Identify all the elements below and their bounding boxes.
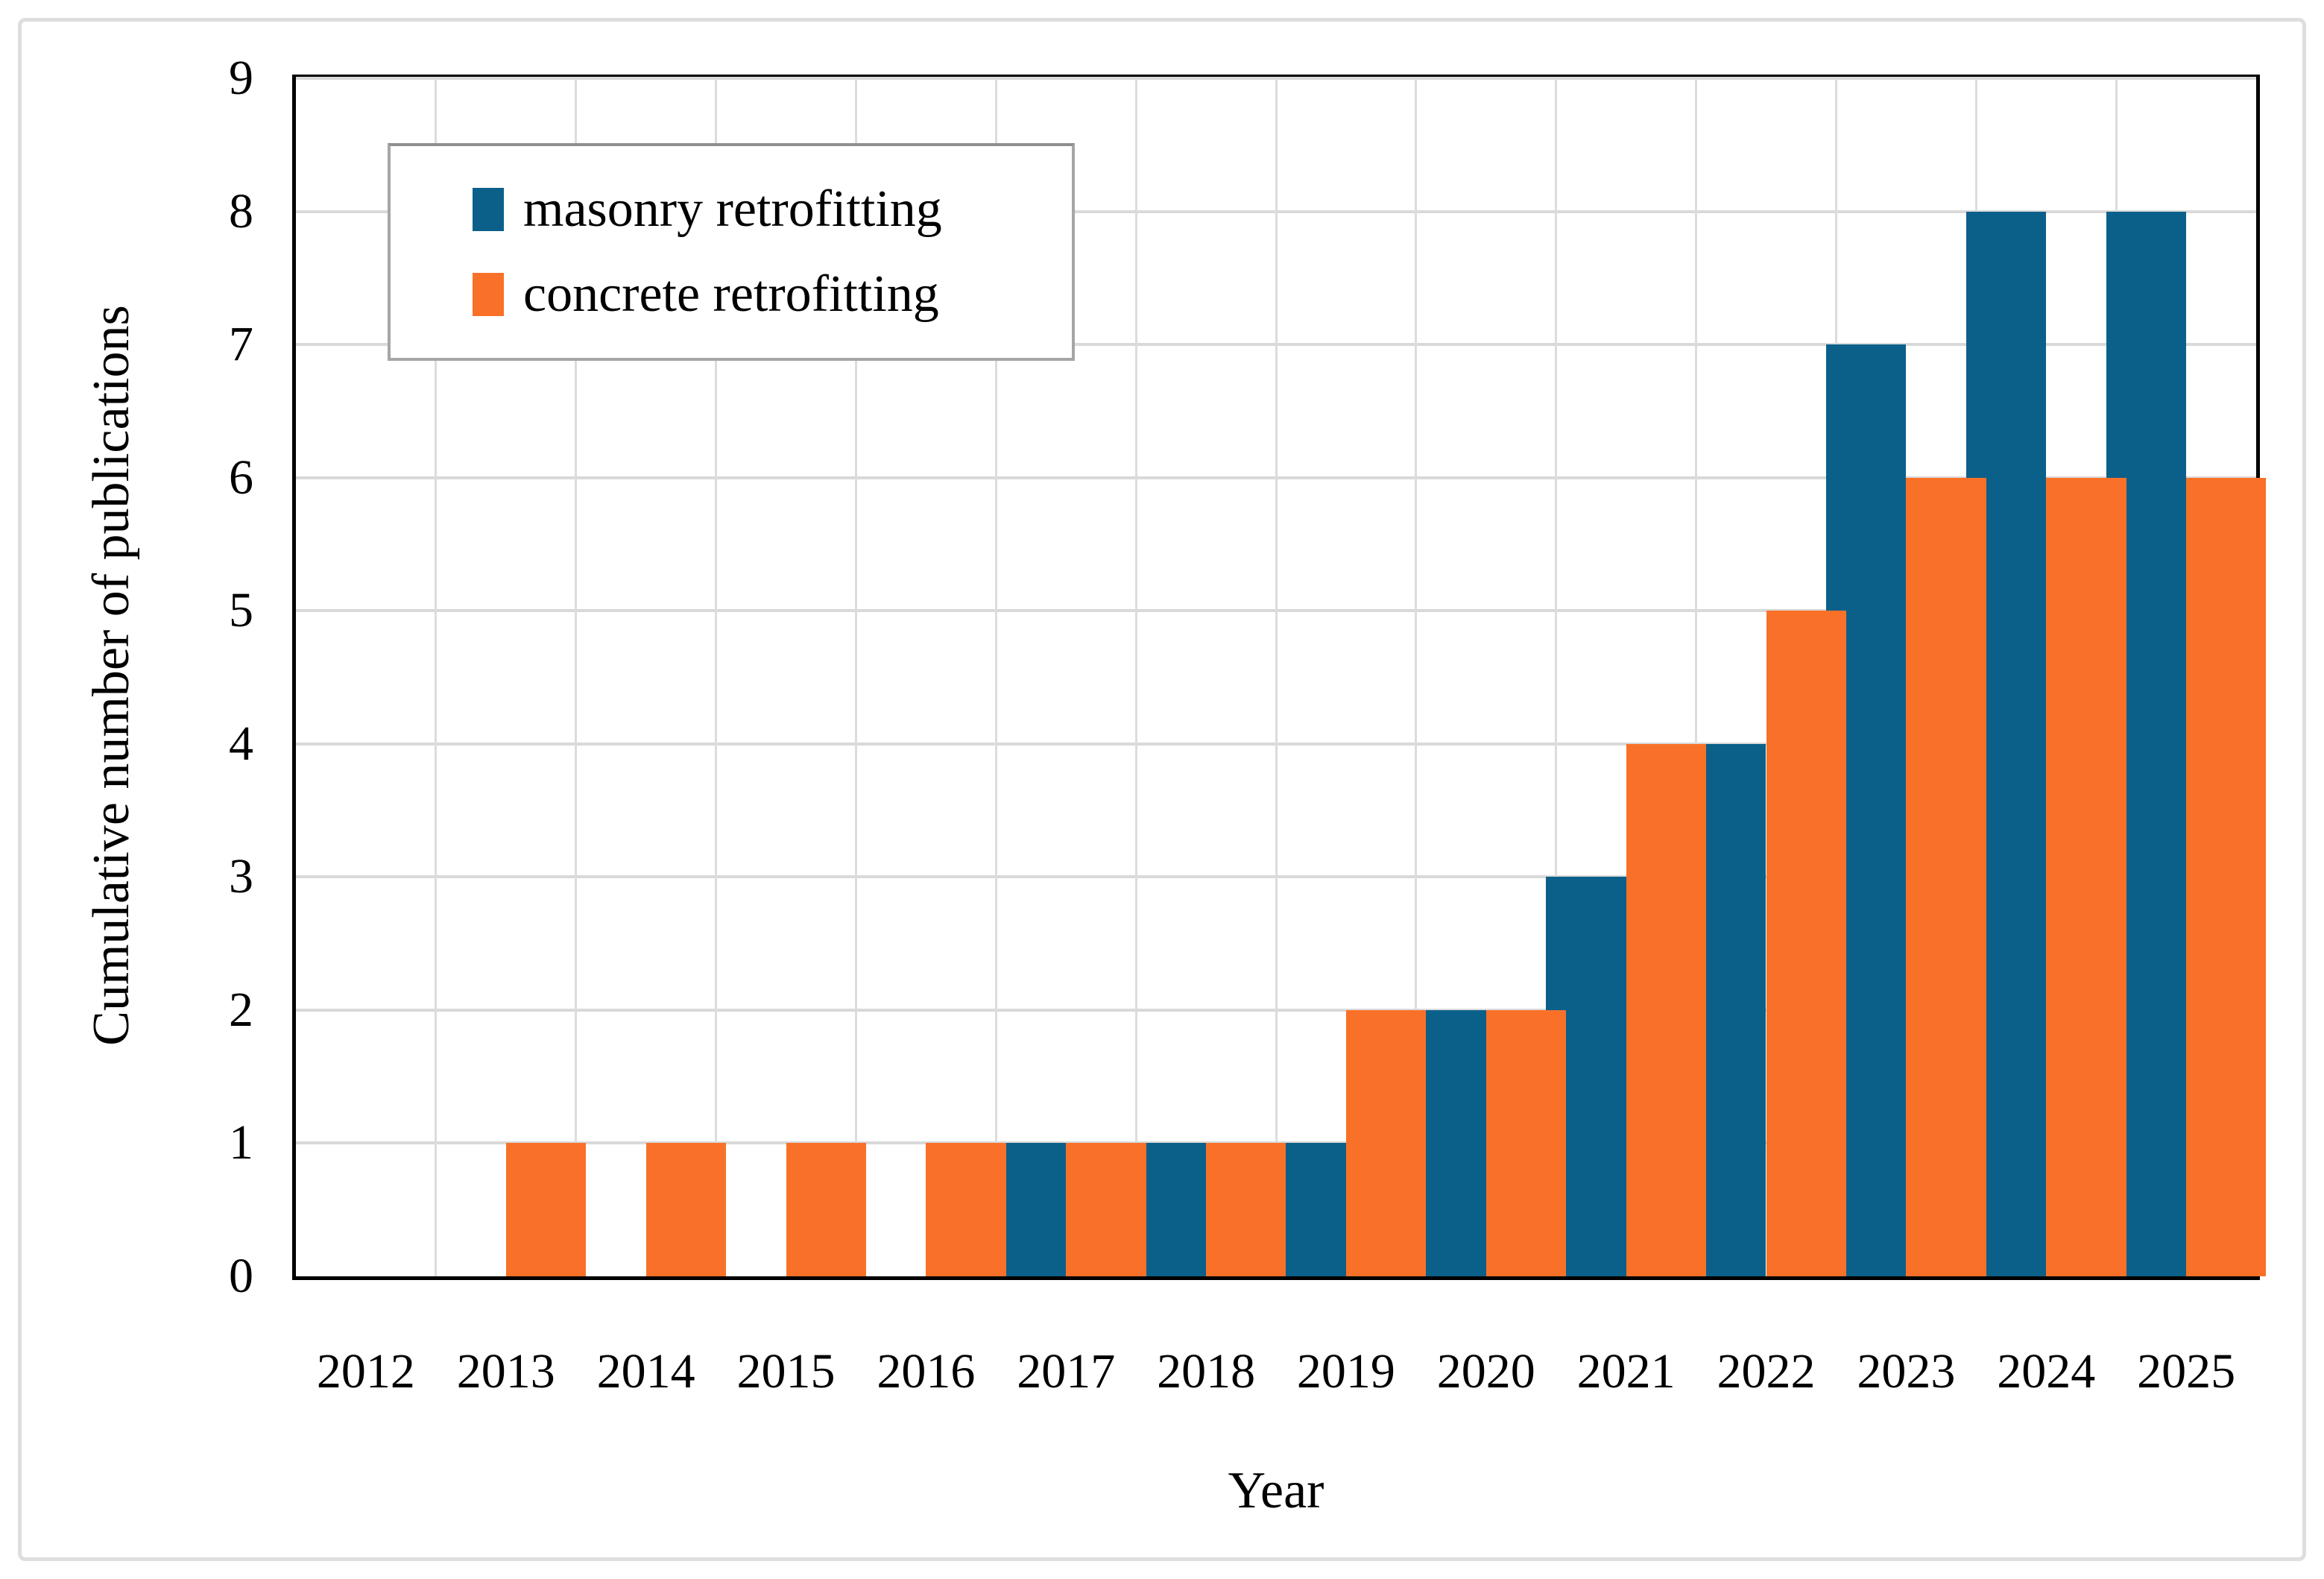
bar-concrete-2023 [1906,477,1986,1276]
gridline-x-2022 [1695,78,1698,1276]
legend-swatch-icon [473,187,504,231]
x-tick-label-2018: 2018 [1157,1344,1256,1399]
y-tick-label-3: 3 [229,849,253,904]
bar-concrete-2020 [1485,1009,1567,1276]
x-tick-label-2020: 2020 [1436,1344,1535,1399]
legend-label: masonry retrofitting [523,180,942,238]
legend-item-concrete: concrete retrofitting [473,265,1072,324]
gridline-x-2014 [575,78,578,1276]
x-tick-label-2013: 2013 [456,1344,555,1399]
y-tick-label-9: 9 [229,51,253,105]
x-tick-label-2025: 2025 [2137,1344,2236,1399]
y-tick-label-8: 8 [229,183,253,239]
legend-item-masonry: masonry retrofitting [473,180,1072,239]
y-tick-label-5: 5 [229,583,253,638]
x-tick-label-2024: 2024 [1997,1344,2096,1399]
y-tick-label-2: 2 [229,982,253,1037]
bar-concrete-2022 [1766,611,1846,1276]
gridline-x-2018 [1134,78,1137,1276]
plot-area [292,75,2267,1280]
y-tick-label-4: 4 [229,716,253,771]
bar-concrete-2014 [645,1143,726,1276]
x-tick-label-2023: 2023 [1857,1344,1956,1399]
y-tick-label-0: 0 [229,1249,253,1303]
legend: masonry retrofitting concrete retrofittin… [388,143,1075,361]
bar-concrete-2018 [1206,1143,1286,1276]
x-tick-label-2012: 2012 [316,1344,415,1399]
legend-label: concrete retrofitting [523,265,939,324]
x-tick-label-2016: 2016 [877,1344,976,1399]
bar-concrete-2015 [786,1143,866,1276]
bar-concrete-2017 [1066,1143,1146,1276]
y-tick-label-6: 6 [229,450,253,505]
gridline-x-2013 [435,78,438,1276]
x-tick-label-2021: 2021 [1576,1344,1676,1399]
gridline-x-2020 [1415,78,1418,1276]
y-tick-label-7: 7 [229,317,253,372]
legend-swatch-icon [473,273,504,317]
bar-concrete-2024 [2046,477,2126,1276]
bar-concrete-2021 [1626,743,1706,1276]
gridline-x-2015 [715,78,718,1276]
x-tick-label-2019: 2019 [1296,1344,1395,1399]
x-axis-title: Year [1228,1462,1324,1519]
x-tick-label-2015: 2015 [736,1344,836,1399]
bar-concrete-2013 [505,1143,587,1276]
x-tick-label-2014: 2014 [596,1344,695,1399]
gridline-x-2019 [1275,78,1278,1276]
y-tick-label-1: 1 [229,1115,253,1170]
bar-concrete-2019 [1345,1009,1427,1276]
gridline-x-2016 [854,78,857,1276]
x-tick-label-2017: 2017 [1017,1344,1116,1399]
bar-concrete-2025 [2186,477,2267,1276]
gridline-x-2021 [1555,78,1558,1276]
gridline-x-2017 [994,78,997,1276]
x-tick-label-2022: 2022 [1717,1344,1816,1399]
bar-concrete-2016 [926,1143,1006,1276]
